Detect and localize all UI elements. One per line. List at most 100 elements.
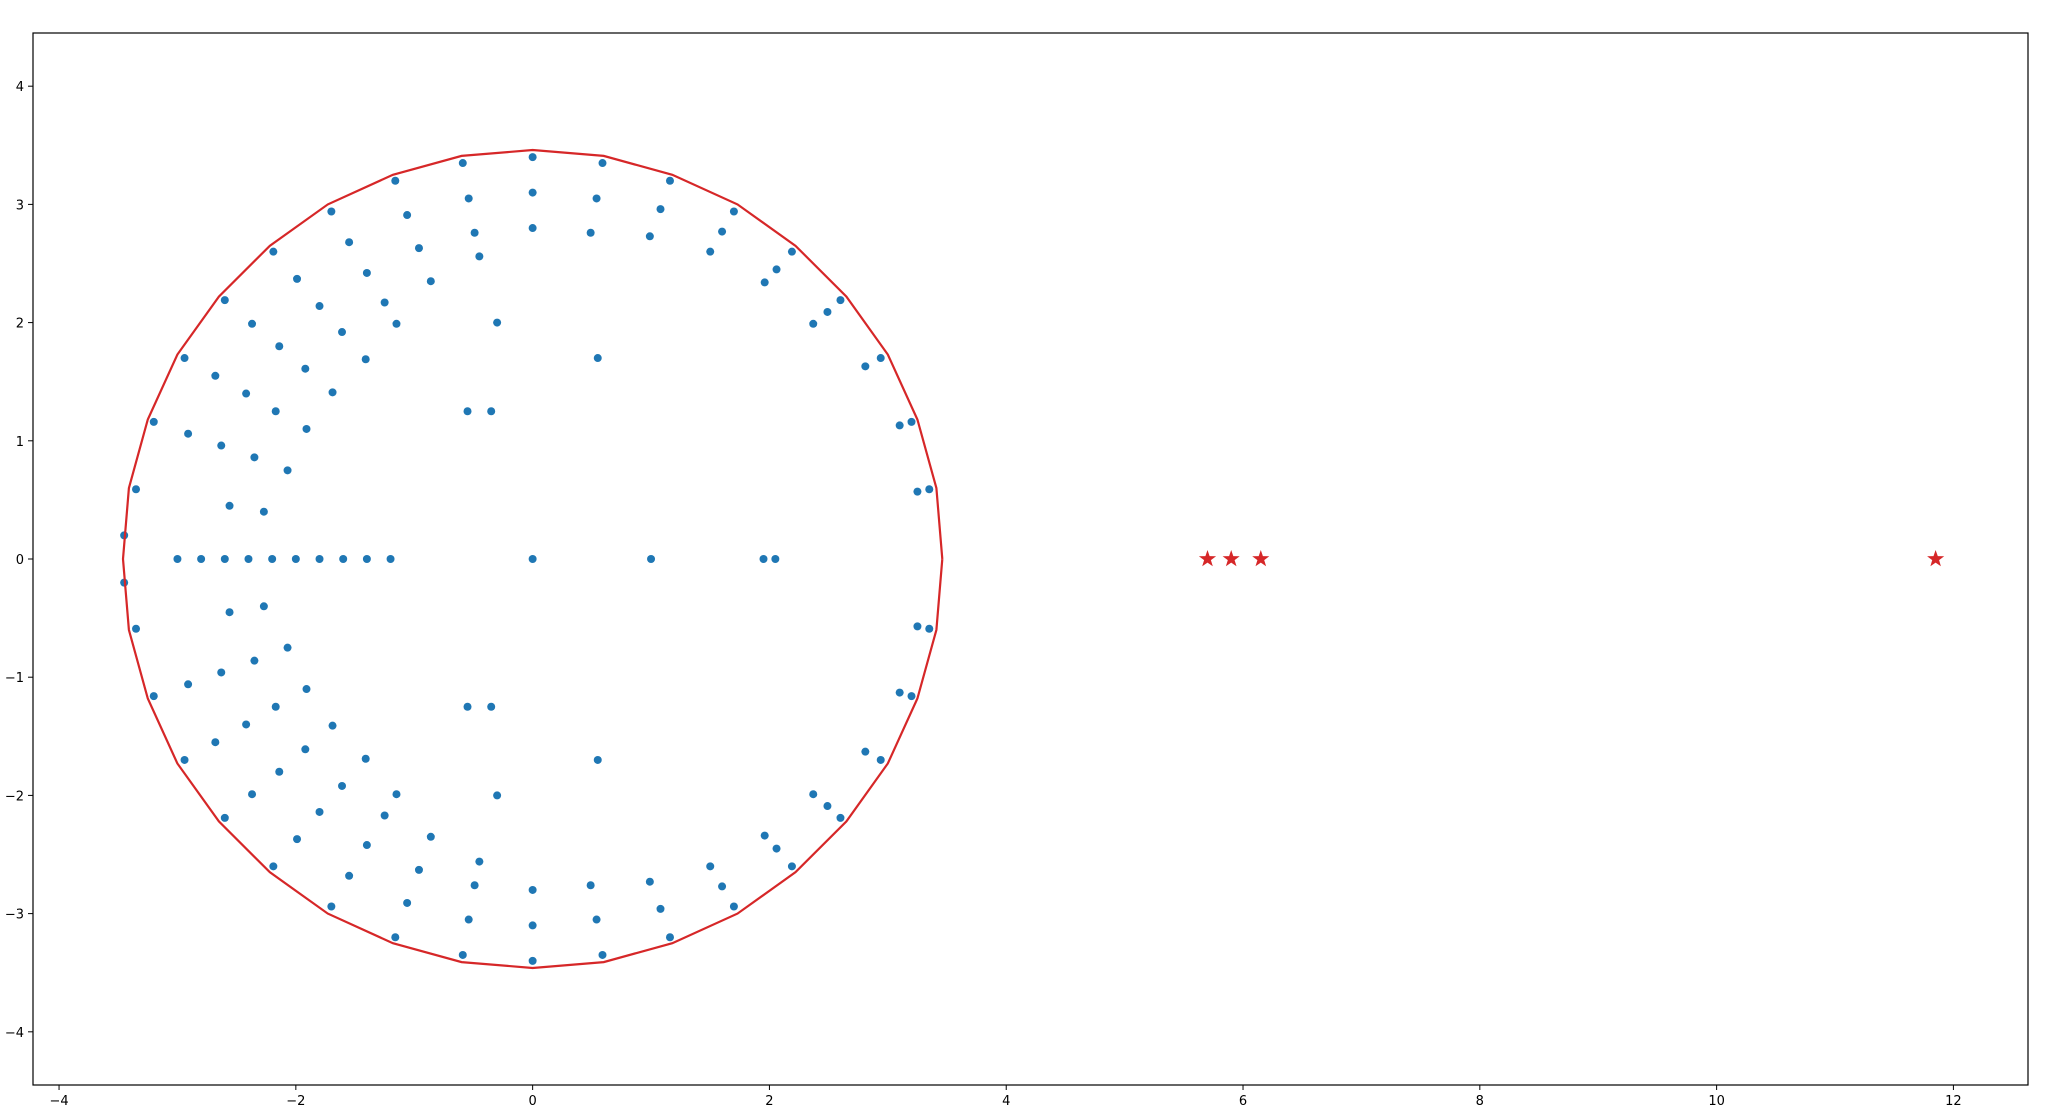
scatter-point xyxy=(528,153,537,162)
scatter-point xyxy=(301,745,310,754)
scatter-point xyxy=(315,302,324,311)
star-marker xyxy=(1927,550,1945,567)
scatter-point xyxy=(275,767,284,776)
x-tick-label: 0 xyxy=(528,1094,536,1109)
scatter-point xyxy=(759,555,768,563)
scatter-point xyxy=(809,319,818,328)
scatter-point xyxy=(391,176,400,185)
y-tick-label: 2 xyxy=(16,317,24,332)
scatter-point xyxy=(184,680,193,689)
scatter-point xyxy=(268,555,277,563)
scatter-point xyxy=(876,755,885,764)
scatter-point xyxy=(225,608,234,617)
scatter-point xyxy=(269,247,278,256)
scatter-point xyxy=(823,307,832,316)
scatter-point xyxy=(913,487,922,496)
scatter-point xyxy=(876,354,885,363)
scatter-point xyxy=(248,319,257,328)
y-tick-label: −3 xyxy=(5,908,24,923)
scatter-point xyxy=(665,176,674,185)
scatter-point xyxy=(220,296,229,305)
scatter-point xyxy=(339,555,348,563)
x-tick-label: −4 xyxy=(49,1094,68,1109)
scatter-point xyxy=(458,950,467,959)
y-tick-label: −1 xyxy=(5,671,24,686)
scatter-point xyxy=(895,688,904,697)
scatter-point xyxy=(293,835,302,844)
scatter-point xyxy=(593,755,602,764)
y-tick-label: −4 xyxy=(5,1026,24,1041)
scatter-point xyxy=(345,871,354,880)
scatter-point xyxy=(458,159,467,168)
scatter-point xyxy=(149,692,158,701)
scatter-point xyxy=(528,921,537,930)
scatter-point xyxy=(772,265,781,274)
scatter-point xyxy=(598,159,607,168)
y-tick-label: 0 xyxy=(16,553,24,568)
scatter-point xyxy=(338,781,347,790)
y-tick-label: 4 xyxy=(16,80,24,95)
scatter-point xyxy=(242,720,251,729)
scatter-point xyxy=(463,702,472,711)
scatter-point xyxy=(271,702,280,711)
scatter-point xyxy=(220,813,229,822)
scatter-point xyxy=(913,622,922,631)
y-tick-label: 1 xyxy=(16,435,24,450)
scatter-point xyxy=(426,832,435,841)
scatter-point xyxy=(149,417,158,426)
scatter-point xyxy=(242,389,251,398)
y-tick-label: 3 xyxy=(16,198,24,213)
scatter-point xyxy=(328,721,337,730)
scatter-point xyxy=(463,407,472,416)
scatter-point xyxy=(528,956,537,965)
scatter-point xyxy=(823,802,832,811)
y-tick-label: −2 xyxy=(5,789,24,804)
scatter-point xyxy=(487,702,496,711)
scatter-point xyxy=(528,885,537,894)
scatter-point xyxy=(250,453,259,462)
scatter-point xyxy=(907,692,916,701)
scatter-point xyxy=(836,813,845,822)
scatter-point xyxy=(327,902,336,911)
scatter-point xyxy=(217,668,226,677)
scatter-point xyxy=(771,555,780,563)
plot-area xyxy=(120,148,1945,970)
scatter-point xyxy=(925,485,934,494)
scatter-point xyxy=(760,278,769,287)
scatter-point xyxy=(809,790,818,799)
scatter-point xyxy=(426,277,435,286)
scatter-point xyxy=(787,247,796,256)
scatter-point xyxy=(787,862,796,871)
scatter-point xyxy=(470,881,479,890)
scatter-point xyxy=(211,371,220,380)
scatter-point xyxy=(362,268,371,277)
scatter-point xyxy=(645,877,654,886)
scatter-point xyxy=(598,950,607,959)
x-tick-label: 12 xyxy=(1945,1094,1962,1109)
scatter-point xyxy=(470,228,479,237)
scatter-point xyxy=(315,807,324,816)
circle-line xyxy=(121,148,944,970)
star-marker xyxy=(1222,550,1240,567)
x-tick-label: 10 xyxy=(1708,1094,1725,1109)
scatter-point xyxy=(645,232,654,241)
scatter-point xyxy=(269,862,278,871)
scatter-point xyxy=(706,862,715,871)
scatter-point xyxy=(275,342,284,351)
scatter-point xyxy=(301,364,310,373)
scatter-point xyxy=(345,238,354,247)
scatter-point xyxy=(528,555,537,563)
scatter-point xyxy=(362,555,371,563)
scatter-point xyxy=(283,643,292,652)
scatter-point xyxy=(475,857,484,866)
scatter-point xyxy=(586,228,595,237)
scatter-point xyxy=(487,407,496,416)
scatter-point xyxy=(302,685,311,694)
scatter-point xyxy=(259,602,268,611)
scatter-point xyxy=(271,407,280,416)
scatter-point xyxy=(861,362,870,371)
scatter-point xyxy=(380,298,389,307)
star-marker xyxy=(1198,550,1217,567)
